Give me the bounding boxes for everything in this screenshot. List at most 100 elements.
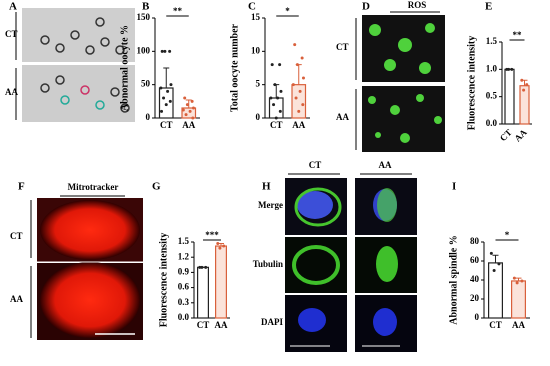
data-point [222,244,226,248]
image-f [30,195,143,340]
data-point [293,43,297,47]
panel-letter: F [18,181,25,193]
panel-letter: A [9,1,17,13]
data-point [168,49,172,53]
x-tick-label: CT [197,320,210,330]
y-tick-label: 0.9 [178,266,190,276]
y-axis-label: Fluorescence intensity [158,233,169,328]
data-point [159,86,163,90]
group-label: AA [336,112,349,122]
group-label: CT [336,42,349,52]
error-bar [295,64,302,85]
data-point [510,67,514,71]
y-tick-label: 0 [146,112,151,122]
x-tick-label: AA [513,127,530,144]
data-point [160,109,164,113]
y-tick-label: 40 [470,274,480,284]
panel-letter: B [142,1,150,13]
row-label: Merge [258,200,283,210]
data-point [298,89,302,93]
y-tick-label: 15 [251,12,261,22]
bar [519,85,530,125]
y-tick-label: 10 [251,45,261,55]
data-point [160,49,164,53]
data-point [294,96,298,100]
y-tick-label: 50 [141,79,151,89]
y-tick-label: 5 [256,79,261,89]
error-bar [515,277,522,281]
data-point [520,279,524,283]
data-point [297,109,301,113]
error-bar [273,84,280,98]
data-point [204,265,208,269]
data-point [185,103,189,107]
column-label: CT [309,160,322,170]
y-tick-label: 0.6 [178,282,190,292]
error-bar [492,254,499,263]
data-point [295,63,299,67]
data-point [169,83,173,87]
column-label: AA [379,160,392,170]
data-point [164,103,168,107]
bar [504,68,515,125]
row-label: Tubulin [253,259,283,269]
data-point [218,246,222,250]
panel-letter: C [248,1,256,13]
y-tick-label: 0.0 [486,118,498,128]
data-point [522,88,526,92]
significance-label: * [505,230,510,240]
y-tick-label: 0.3 [178,297,190,307]
bar [511,280,527,319]
data-point [278,109,282,113]
data-point [181,108,185,112]
panel-letter: I [452,181,456,193]
data-point [188,109,192,113]
data-point [525,83,529,87]
data-point [515,281,519,285]
significance-label: ** [173,6,183,16]
y-tick-label: 1.0 [486,63,498,73]
panel-title: Mitrotracker [68,182,119,192]
data-point [274,116,278,120]
data-point [191,116,195,120]
x-tick-label: CT [270,120,283,130]
data-point [300,56,304,60]
panel-letter: H [262,181,271,193]
data-point [162,96,166,100]
image-d [355,11,445,152]
bar [158,87,174,119]
data-point [198,265,202,269]
data-point [492,269,496,272]
x-tick-label: CT [160,120,173,130]
y-axis-label: Abnormal spindle % [448,235,459,324]
x-tick-label: CT [498,127,514,143]
y-tick-label: 20 [470,293,480,303]
y-axis-label: Fluorescence intensity [466,36,477,131]
y-tick-label: 1.2 [178,251,190,261]
y-tick-label: 0.0 [178,312,190,322]
group-label: AA [10,294,23,304]
image-h [285,173,417,352]
bar [268,97,284,119]
y-tick-label: 0 [256,112,261,122]
y-tick-label: 150 [137,12,151,22]
error-bar [163,67,170,88]
image-a [15,8,135,122]
panel-letter: D [362,1,370,13]
y-tick-label: 100 [137,45,151,55]
data-point [168,99,172,103]
y-tick-label: 0 [475,312,480,322]
y-tick-label: 1.5 [486,36,498,46]
data-point [200,265,204,269]
data-point [270,63,274,67]
group-label: AA [5,87,18,97]
data-point [166,89,170,93]
data-point [191,106,195,110]
x-tick-label: AA [292,120,305,130]
data-point [512,276,516,280]
significance-label: *** [205,230,219,240]
bar [215,245,228,319]
data-point [269,96,273,100]
y-tick-label: 0.5 [486,91,498,101]
bar [197,266,210,319]
